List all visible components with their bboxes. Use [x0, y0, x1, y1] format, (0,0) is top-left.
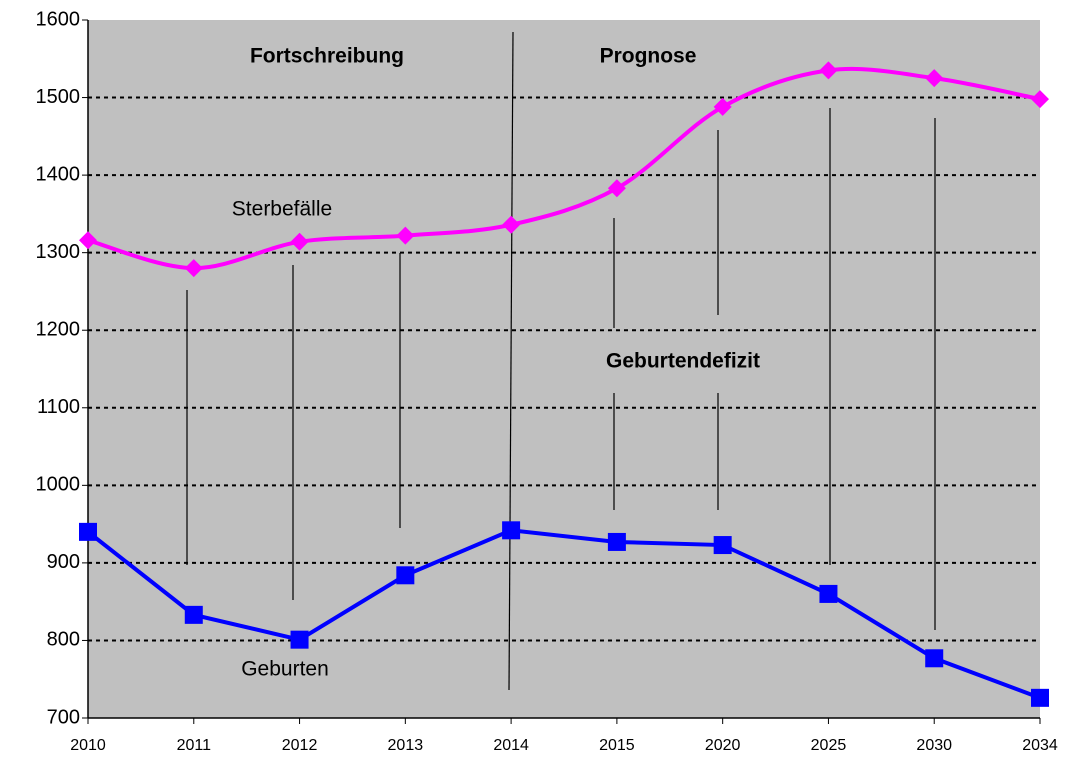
marker — [502, 521, 521, 540]
marker — [925, 649, 944, 668]
x-tick-label: 2012 — [282, 737, 318, 754]
marker — [79, 522, 97, 541]
x-tick-label: 2034 — [1022, 737, 1058, 754]
annotation: Geburtendefizit — [606, 350, 760, 373]
x-tick-label: 2014 — [493, 737, 529, 754]
series-line — [87, 66, 1041, 271]
y-tick-label: 700 — [47, 706, 80, 728]
series-line — [86, 528, 1041, 700]
x-tick-label: 2010 — [70, 737, 106, 754]
marker — [819, 61, 838, 80]
deficit-lines — [186, 31, 936, 691]
y-tick-label: 1100 — [37, 396, 80, 418]
y-tick-label: 1000 — [36, 474, 81, 496]
y-tick-label: 1300 — [36, 241, 81, 263]
x-tick-label: 2025 — [811, 737, 847, 754]
marker — [290, 232, 309, 251]
y-tick-label: 1200 — [36, 319, 81, 341]
marker — [713, 97, 732, 116]
marker — [819, 584, 838, 603]
marker — [396, 226, 415, 245]
x-tick-label: 2020 — [705, 737, 741, 754]
annotation: Prognose — [600, 45, 697, 68]
y-tick-label: 1400 — [36, 163, 81, 185]
marker — [925, 69, 944, 88]
y-tick-label: 900 — [47, 551, 80, 573]
marker — [396, 566, 415, 585]
x-tick-label: 2013 — [388, 737, 424, 754]
marker — [502, 215, 521, 234]
y-tick-label: 800 — [47, 629, 80, 651]
marker — [184, 605, 203, 624]
y-tick-label: 1600 — [36, 8, 81, 30]
marker — [1031, 90, 1049, 109]
grid — [88, 96, 1040, 642]
series-label: Geburten — [241, 658, 329, 681]
marker — [184, 259, 203, 278]
x-tick-label: 2015 — [599, 737, 635, 754]
marker — [607, 179, 626, 198]
marker — [713, 536, 732, 555]
plot-area — [88, 20, 1040, 718]
x-tick-label: 2030 — [916, 737, 952, 754]
y-tick-label: 1500 — [36, 86, 81, 108]
x-tick-label: 2011 — [177, 737, 212, 754]
series-label: Sterbefälle — [232, 198, 332, 221]
marker — [607, 532, 626, 551]
annotation: Fortschreibung — [250, 45, 404, 68]
marker — [290, 630, 309, 649]
marker — [79, 231, 97, 250]
marker — [1031, 688, 1049, 707]
divider-line — [508, 31, 514, 691]
